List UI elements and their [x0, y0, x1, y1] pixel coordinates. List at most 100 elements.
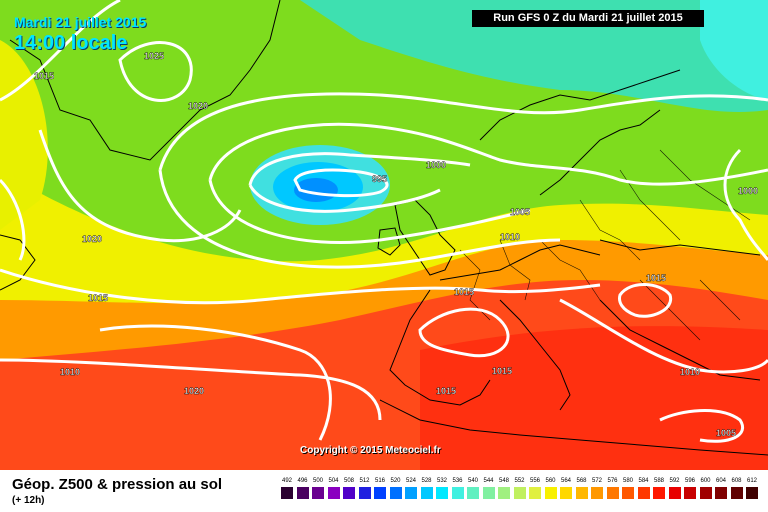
product-title: Géop. Z500 & pression au sol [12, 476, 223, 493]
isobar-label: 1010 [60, 367, 80, 377]
copyright-notice: Copyright © 2015 Meteociel.fr [300, 445, 441, 456]
legend-tick-label: 576 [607, 478, 618, 484]
isobar-label: 1025 [144, 51, 164, 61]
isobar-label: 1020 [82, 234, 102, 244]
legend-swatch [513, 487, 526, 499]
legend-tick-label: 572 [591, 478, 602, 484]
legend-swatch [606, 487, 619, 499]
isobar-label: 995 [372, 174, 387, 184]
legend-tick-label: 532 [436, 478, 447, 484]
isobar-1000 [248, 152, 471, 213]
forecast-time: 14:00 locale [14, 32, 128, 54]
legend-tick-label: 516 [374, 478, 385, 484]
isobar-1015b [0, 358, 382, 421]
legend-tick-label: 508 [343, 478, 354, 484]
legend-swatch [730, 487, 743, 499]
legend-tick-label: 524 [405, 478, 416, 484]
legend-swatch [312, 487, 324, 499]
legend-tick-label: 564 [560, 478, 571, 484]
legend-swatch [358, 487, 371, 499]
isobar-label: 1015 [646, 273, 666, 283]
isobar-label: 1000 [426, 160, 446, 170]
legend-swatch [467, 487, 479, 499]
isobar-1020c [99, 324, 332, 441]
legend-tick-label: 492 [281, 478, 292, 484]
field-cyan-ne [700, 0, 768, 100]
legend-tick-label: 544 [483, 478, 494, 484]
legend-swatch [746, 487, 758, 499]
legend-tick-label: 548 [498, 478, 509, 484]
isobar-labels: 1015 1025 1020 995 1000 1005 1010 1020 1… [34, 51, 758, 438]
isobar-label: 1005 [716, 428, 736, 438]
legend-swatch [544, 487, 557, 499]
legend-tick-label: 520 [390, 478, 401, 484]
legend-swatch [420, 487, 433, 499]
legend-swatch [653, 487, 665, 499]
legend-tick-label: 604 [715, 478, 726, 484]
legend-swatch [498, 487, 510, 499]
isobar-1005b [659, 409, 744, 443]
legend-swatch [389, 487, 402, 499]
legend-tick-label: 592 [669, 478, 680, 484]
isobar-1010 [158, 92, 768, 269]
isobar-1025 [118, 41, 193, 102]
legend-tick-label: 504 [328, 478, 339, 484]
isobar-label: 1015 [436, 386, 456, 396]
legend-swatch [622, 487, 634, 499]
coastlines [0, 0, 768, 456]
field-red-deep [420, 326, 768, 470]
legend-swatch [436, 487, 448, 499]
legend-swatch [699, 487, 712, 499]
legend-swatch [591, 487, 603, 499]
legend-swatch [668, 487, 681, 499]
isobar-label: 1015 [492, 366, 512, 376]
legend-tick-label: 612 [746, 478, 757, 484]
legend-swatch [281, 487, 293, 499]
isobar-1010b [559, 298, 768, 374]
field-teal-north [300, 0, 768, 113]
legend-tick-label: 584 [638, 478, 649, 484]
legend-swatch [405, 487, 417, 499]
isobar-1015e [0, 178, 26, 261]
legend-swatch [296, 487, 309, 499]
isobar-995 [293, 168, 389, 198]
legend-tick-label: 560 [545, 478, 556, 484]
forecast-date: Mardi 21 juillet 2015 [14, 14, 147, 30]
legend-swatch [684, 487, 696, 499]
isobar-label: 1010 [500, 232, 520, 242]
legend-tick-label: 500 [312, 478, 323, 484]
legend-tick-label: 540 [467, 478, 478, 484]
isobar-1020 [38, 129, 242, 243]
isobar-1015c [418, 307, 510, 358]
isobar-label: 1020 [188, 101, 208, 111]
legend-tick-label: 512 [359, 478, 370, 484]
legend-tick-label: 536 [452, 478, 463, 484]
legend-tick-label: 556 [529, 478, 540, 484]
legend-swatch [637, 487, 650, 499]
field-yellow-west [0, 40, 48, 230]
legend-tick-label: 496 [297, 478, 308, 484]
isobar-label: 1000 [738, 186, 758, 196]
isobar-label: 1015 [88, 293, 108, 303]
legend-tick-label: 600 [700, 478, 711, 484]
isobar-label: 1015 [34, 71, 54, 81]
legend-swatch [343, 487, 355, 499]
isobar-1015 [0, 268, 601, 305]
legend-tick-label: 608 [731, 478, 742, 484]
isobar-label: 1020 [184, 386, 204, 396]
legend-swatch [327, 487, 340, 499]
legend-swatch [482, 487, 495, 499]
run-banner: Run GFS 0 Z du Mardi 21 juillet 2015 [472, 10, 704, 27]
legend-swatch [374, 487, 386, 499]
legend-swatch [529, 487, 541, 499]
isobar-label: 1015 [454, 287, 474, 297]
legend-swatch [575, 487, 588, 499]
weather-map: 1015 1025 1020 995 1000 1005 1010 1020 1… [0, 0, 768, 470]
legend-tick-label: 568 [576, 478, 587, 484]
lead-time: (+ 12h) [12, 495, 45, 506]
isobar-1000b [723, 148, 768, 261]
isobar-1020b [0, 0, 121, 102]
legend-tick-label: 528 [421, 478, 432, 484]
legend-tick-label: 552 [514, 478, 525, 484]
